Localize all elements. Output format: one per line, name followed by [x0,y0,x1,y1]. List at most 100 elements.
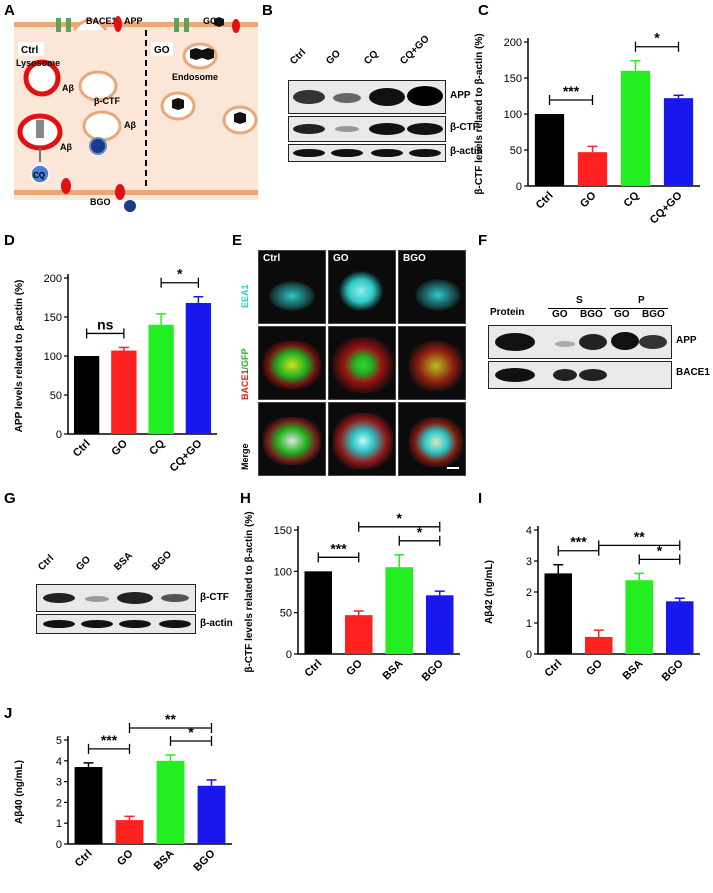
y-tick-label: 100 [44,351,62,363]
blot-f-row-1: BACE1 [676,367,710,378]
bar-ctrl [304,571,333,654]
y-tick-label: 3 [56,777,62,789]
cq-label: CQ [33,171,45,180]
x-tick-label: Ctrl [534,190,556,212]
x-tick-label: Ctrl [542,658,564,680]
x-tick-label: BGO [420,657,447,684]
x-tick-label: BGO [660,657,687,684]
significance-label: *** [101,732,118,748]
y-tick-label: 0 [56,429,62,441]
significance-label: * [177,266,183,282]
row-label-gfp: /GFP [240,348,250,370]
y-tick-label: 1 [526,618,532,630]
x-tick-label: CQ+GO [168,437,205,474]
bar-go [577,152,608,186]
micro-col-go: GO [333,253,349,264]
panel-label-c: C [478,2,489,19]
y-axis-label: β-CTF levels related to β-actin (%) [244,511,255,672]
panel-label-a: A [4,2,15,19]
blot-f-bace-strip [488,361,672,389]
bar-go [111,350,137,434]
significance-bracket [358,521,441,532]
x-tick-label: CQ [621,189,641,209]
blot-b-app-strip [288,80,446,114]
blot-b-bctf-strip [288,116,446,142]
bar-bgo [665,601,694,654]
x-tick-label: BSA [620,658,645,683]
x-tick-label: GO [115,847,136,868]
blot-f-group-s: S [576,295,583,306]
significance-bracket [398,535,441,546]
lysosome [23,59,61,97]
significance-bracket [160,277,200,288]
row-label-bace1-gfp: BACE1/GFP [240,330,254,400]
y-tick-label: 50 [510,145,522,157]
significance-bracket [598,540,681,551]
y-tick-label: 5 [56,735,62,747]
chart-h: β-CTF levels related to β-actin (%) 0 50 10… [244,510,460,684]
x-tick-label: GO [344,657,365,678]
ctrl-label-box [18,42,44,56]
bar-bgo [425,595,454,654]
y-tick-label: 1 [56,818,62,830]
row-label-eea1: EEA1 [240,284,250,308]
bar-ctrl [534,114,565,186]
blot-f-protein-label: Protein [490,307,525,318]
micro-col-ctrl: Ctrl [263,253,281,264]
blot-b-row-0: APP [450,90,471,101]
y-tick-label: 100 [274,566,292,578]
blot-f-group-p: P [638,295,645,306]
bar-ctrl [73,356,100,434]
y-tick-label: 0 [526,649,532,661]
micro-bace-bgo [398,326,466,400]
panel-label-e: E [232,232,243,249]
blot-b-header: Ctrl GO CQ CQ+GO [288,26,440,86]
endosome-label: Endosome [172,72,218,82]
y-tick-label: 150 [504,73,522,85]
bar-cq [148,324,174,434]
blot-b-col-3: CQ+GO [398,33,432,67]
blot-f-sub-1: BGO [580,309,603,320]
significance-label: *** [330,540,347,556]
significance-label: *** [570,534,587,550]
y-axis-label: Aβ40 (ng/mL) [14,760,25,824]
panel-label-h: H [240,490,251,507]
y-tick-label: 50 [280,608,292,620]
bar-go [115,820,144,844]
blot-g-actin-strip [36,614,196,634]
y-tick-label: 3 [526,556,532,568]
go-label-box [151,42,173,56]
panel-label-b: B [262,2,273,19]
y-tick-label: 200 [504,37,522,49]
significance-bracket [317,552,360,563]
micro-merge-go [328,402,396,476]
bctf-label: β-CTF [94,96,120,106]
x-tick-label: CQ+GO [648,189,685,226]
micro-col-bgo: BGO [403,253,426,264]
blot-g-col-1: GO [74,554,94,573]
significance-bracket [548,95,594,105]
chart-c: β-CTF levels related to β-actin (%) 0 50 10… [474,30,700,226]
scale-bar [447,467,459,469]
significance-bracket [638,554,681,565]
bar-ctrl [74,767,103,844]
significance-label: ** [165,711,176,727]
bottom-membrane [14,190,258,195]
blot-b-col-1: GO [324,48,344,67]
chart-d: APP levels related to β-actin (%) 0 50 100 1… [14,266,217,474]
blot-b-col-2: CQ [362,48,381,67]
significance-bracket [87,743,131,754]
bar-ctrl [544,573,573,654]
bar-bgo [197,785,226,844]
y-axis-label: Aβ42 (ng/mL) [484,560,495,624]
blot-f-app-strip [488,325,672,359]
blot-f-sub-3: BGO [642,309,665,320]
significance-bracket [634,41,680,52]
x-tick-label: Ctrl [302,658,324,680]
blot-f-sub-2: GO [614,309,630,320]
micro-bace-ctrl [258,326,326,400]
y-tick-label: 200 [44,273,62,285]
significance-label: * [188,724,194,740]
